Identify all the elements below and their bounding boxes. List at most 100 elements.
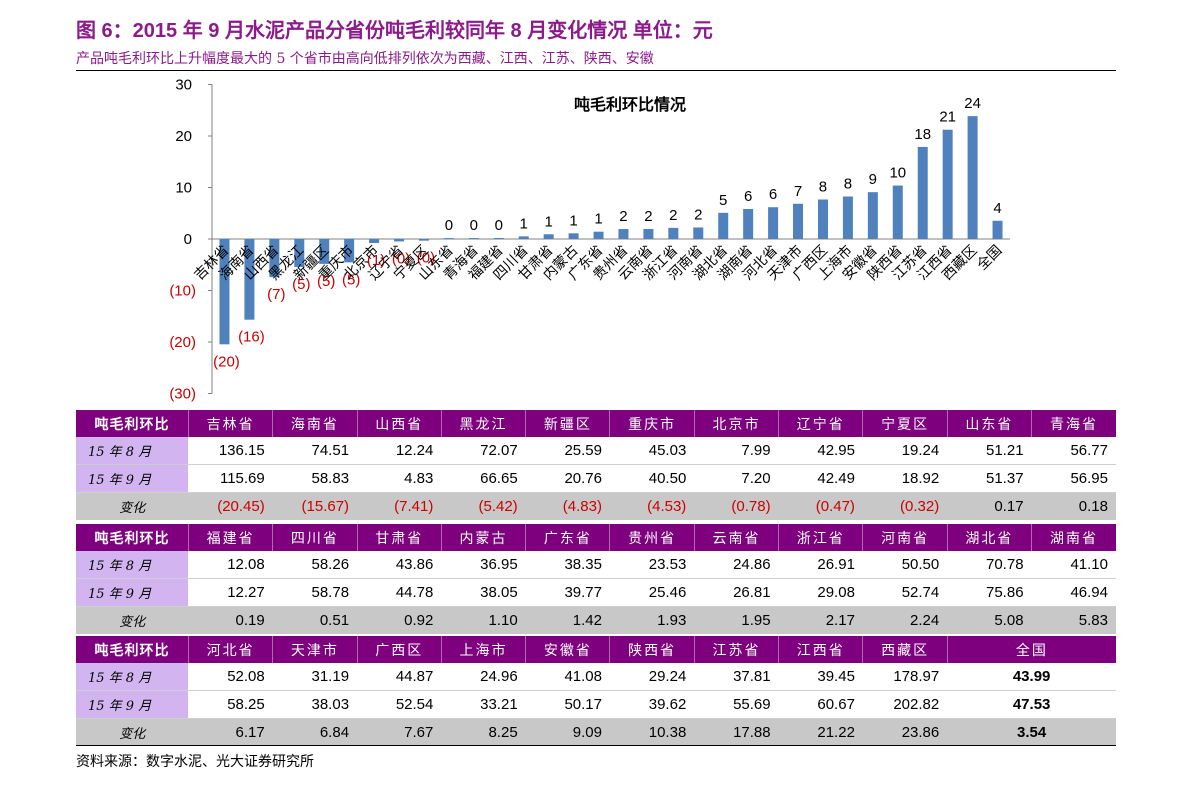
row-label: 变化 xyxy=(76,718,189,746)
table-row: 变化 0.19 0.51 0.92 1.10 1.42 1.93 1.95 2.17 2.24 5.… xyxy=(76,606,1116,634)
table-cell: 24.96 xyxy=(441,663,526,691)
province-header: 黑龙江 xyxy=(440,410,526,437)
table-cell: (4.83) xyxy=(525,492,610,520)
data-label: 2 xyxy=(694,206,702,223)
bar xyxy=(967,116,978,239)
bar xyxy=(294,239,305,267)
data-label: (5) xyxy=(317,273,335,290)
data-label: (5) xyxy=(342,271,360,288)
table-cell: 42.95 xyxy=(778,437,863,465)
table-row: 15 年 8 月 12.08 58.26 43.86 36.95 38.35 23.53 24… xyxy=(76,551,1116,579)
table-cell: 26.91 xyxy=(778,551,863,579)
bar xyxy=(244,239,255,320)
table-cell: 38.35 xyxy=(525,551,610,579)
data-label: 0 xyxy=(470,217,478,234)
data-label: 2 xyxy=(669,207,677,224)
figure-subtitle: 产品吨毛利环比上升幅度最大的 5 个省市由高向低排列依次为西藏、江西、江苏、陕西… xyxy=(76,51,654,67)
table-cell: 0.18 xyxy=(1031,492,1116,520)
province-header: 吉林省 xyxy=(187,410,273,437)
table-cell: 56.77 xyxy=(1031,437,1116,465)
figure-title: 图 6：2015 年 9 月水泥产品分省份吨毛利较同年 8 月变化情况 单位：元 xyxy=(76,20,713,42)
table-cell: 1.10 xyxy=(441,606,526,634)
data-label: 1 xyxy=(594,211,602,228)
table-row: 15 年 9 月 115.69 58.83 4.83 66.65 20.76 40.50 7.… xyxy=(76,464,1116,493)
province-header: 甘肃省 xyxy=(356,524,442,551)
province-header: 海南省 xyxy=(272,410,358,437)
table-row: 15 年 8 月 136.15 74.51 12.24 72.07 25.59 45.03 7… xyxy=(76,437,1116,465)
table-cell: 0.17 xyxy=(947,492,1032,520)
province-header: 广东省 xyxy=(525,524,610,551)
footer-rule xyxy=(76,745,1116,746)
data-label: (7) xyxy=(267,286,285,303)
table-cell: 12.08 xyxy=(188,551,273,579)
table-cell: 66.65 xyxy=(441,464,526,493)
table-cell: 45.03 xyxy=(609,437,695,465)
bar xyxy=(369,239,380,244)
table-cell: 52.54 xyxy=(357,690,442,719)
province-header: 广西区 xyxy=(356,636,442,663)
table-cell: 21.22 xyxy=(778,718,863,746)
row-label: 变化 xyxy=(76,606,189,634)
table-cell: 39.77 xyxy=(525,578,610,607)
province-header: 宁夏区 xyxy=(862,410,948,437)
data-label: 1 xyxy=(544,213,552,230)
data-label: 2 xyxy=(644,208,652,225)
table-cell: 31.19 xyxy=(272,663,358,691)
table-cell: 0.92 xyxy=(357,606,442,634)
table-cell: 6.84 xyxy=(272,718,358,746)
row-label: 15 年 8 月 xyxy=(76,663,189,691)
bar xyxy=(618,229,629,239)
data-label: 6 xyxy=(744,188,752,205)
table-cell: 3.54 xyxy=(947,718,1116,746)
table-cell: 29.08 xyxy=(778,578,863,607)
bar xyxy=(543,234,554,239)
table-cell: 43.86 xyxy=(357,551,442,579)
table-cell: (5.42) xyxy=(441,492,526,520)
table-cell: 0.51 xyxy=(272,606,358,634)
table-cell: 41.10 xyxy=(1031,551,1116,579)
data-label: 6 xyxy=(769,186,777,203)
table-cell: 50.50 xyxy=(862,551,948,579)
bar xyxy=(793,203,804,239)
table-header-label: 吨毛利环比 xyxy=(76,410,189,437)
table-cell: 55.69 xyxy=(694,690,779,719)
table-cell: 23.53 xyxy=(609,551,695,579)
table-cell: 10.38 xyxy=(609,718,695,746)
table-cell: 60.67 xyxy=(778,690,863,719)
table-row: 15 年 9 月 58.25 38.03 52.54 33.21 50.17 39.62 55… xyxy=(76,690,1116,719)
table-cell: 44.78 xyxy=(357,578,442,607)
table-cell: 33.21 xyxy=(441,690,526,719)
data-label: 2 xyxy=(619,208,627,225)
table-cell: 136.15 xyxy=(188,437,273,465)
table-cell: 115.69 xyxy=(188,464,273,493)
table-cell: (4.53) xyxy=(609,492,695,520)
table-cell: 52.08 xyxy=(188,663,273,691)
table-cell: 25.46 xyxy=(609,578,695,607)
province-header: 福建省 xyxy=(187,524,273,551)
data-label: 4 xyxy=(993,200,1001,217)
y-tick-label: 10 xyxy=(175,180,192,197)
bar xyxy=(418,239,429,241)
table-header-label: 吨毛利环比 xyxy=(76,636,189,663)
table-cell: 1.93 xyxy=(609,606,695,634)
y-tick-label: 30 xyxy=(175,77,192,94)
bar xyxy=(743,208,754,239)
bar xyxy=(817,199,828,239)
table-cell: 202.82 xyxy=(862,690,948,719)
table-cell: 8.25 xyxy=(441,718,526,746)
table-cell: 41.08 xyxy=(525,663,610,691)
bar xyxy=(319,239,330,264)
province-header: 天津市 xyxy=(272,636,358,663)
province-header: 上海市 xyxy=(440,636,526,663)
y-tick-label: 0 xyxy=(184,231,192,248)
table-cell: 58.78 xyxy=(272,578,358,607)
province-header: 山东省 xyxy=(946,410,1032,437)
province-header: 云南省 xyxy=(693,524,779,551)
table-cell: 0.19 xyxy=(188,606,273,634)
data-table-block: 吨毛利环比 吉林省 海南省 山西省 黑龙江 新疆区 重庆市 北京市 辽宁省 宁夏区 山东省 青海省 15… xyxy=(76,410,1116,520)
y-tick-label: 20 xyxy=(175,128,192,145)
category-label: 全国 xyxy=(974,242,1006,274)
province-header: 河北省 xyxy=(187,636,273,663)
row-label: 15 年 9 月 xyxy=(76,690,189,719)
province-header: 江苏省 xyxy=(693,636,779,663)
